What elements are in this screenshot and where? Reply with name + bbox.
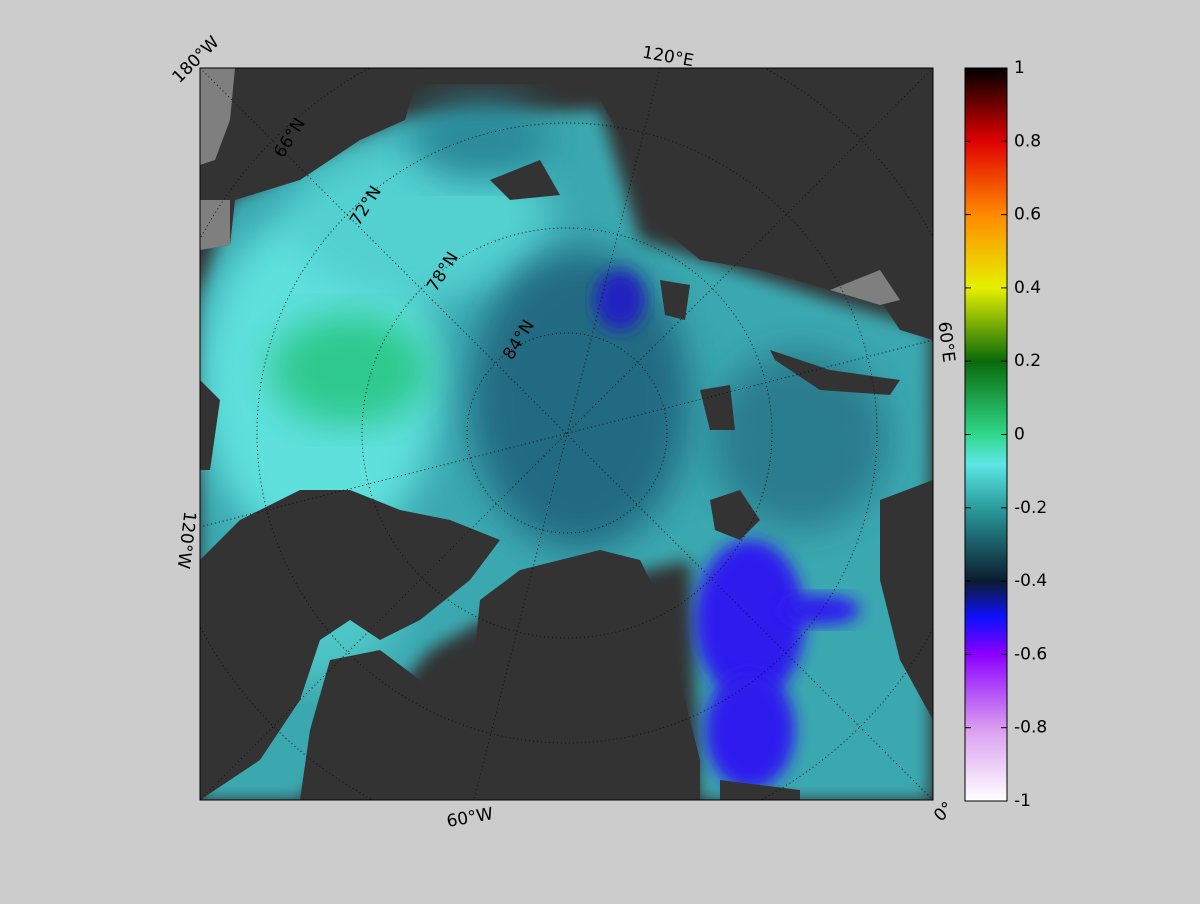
colorbar: 1 0.8 0.6 0.4 0.2 0 -0.2 -0.4 -0.6 -0.8 -1 <box>964 58 1047 811</box>
map <box>200 68 933 800</box>
colorbar-tick-label: 0 <box>1014 425 1025 445</box>
colorbar-tick-label: 1 <box>1014 58 1025 78</box>
colorbar-tick-label: -0.2 <box>1014 498 1047 518</box>
colorbar-tick-label: 0.2 <box>1014 351 1041 371</box>
map-frame <box>199 67 934 801</box>
colorbar-tick-label: 0.4 <box>1014 278 1041 298</box>
longitude-label: 60°W <box>445 804 495 832</box>
longitude-label: 120°W <box>173 510 200 570</box>
land <box>200 68 933 800</box>
colorbar-tick-label: 0.8 <box>1014 131 1041 151</box>
colorbar-scale <box>964 67 1008 802</box>
longitude-label: 60°E <box>934 320 959 363</box>
colorbar-tick-label: -0.8 <box>1014 718 1047 738</box>
longitude-label: 120°E <box>641 43 695 72</box>
colorbar-tick-label: 0.6 <box>1014 205 1041 225</box>
graticule <box>200 68 933 800</box>
colorbar-tick-label: -1 <box>1014 791 1031 811</box>
colorbar-tick-label: -0.4 <box>1014 571 1047 591</box>
colorbar-tick-label: -0.6 <box>1014 644 1047 664</box>
longitude-label: 0° <box>930 798 958 826</box>
